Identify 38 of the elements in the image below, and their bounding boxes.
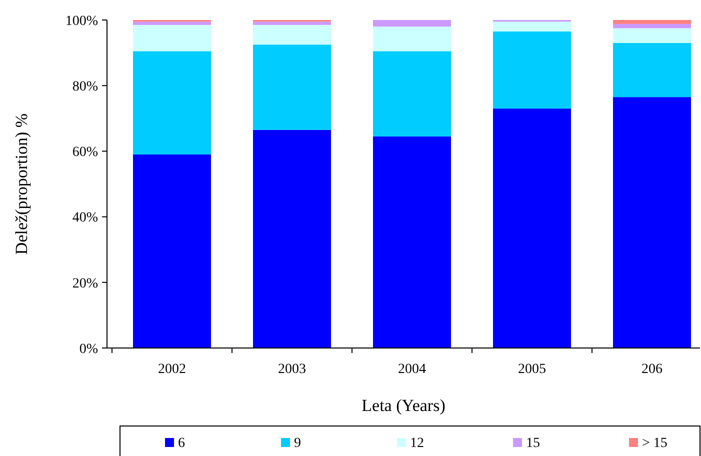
bar — [253, 22, 331, 25]
y-tick-label: 0% — [79, 342, 98, 357]
x-tick-label: 2004 — [398, 362, 426, 377]
bar — [373, 26, 451, 52]
bar — [493, 31, 571, 109]
bar — [613, 42, 691, 98]
bar — [613, 20, 691, 24]
y-tick-label: 100% — [65, 14, 98, 29]
bar — [613, 28, 691, 43]
bar — [133, 51, 211, 154]
bar — [253, 24, 331, 45]
y-tick-label: 60% — [72, 145, 98, 160]
y-axis-title: Delež(proportion) % — [12, 113, 31, 255]
bar — [253, 130, 331, 348]
bar — [133, 24, 211, 52]
legend-label: 9 — [294, 436, 301, 451]
bar — [133, 22, 211, 25]
bar — [373, 136, 451, 348]
x-tick-label: 2002 — [158, 362, 186, 377]
legend-label: 12 — [410, 436, 424, 451]
legend-label: 15 — [526, 436, 540, 451]
legend-label: > 15 — [642, 436, 668, 451]
y-tick-label: 80% — [72, 80, 98, 94]
x-tick-label: 2005 — [518, 362, 546, 377]
bar — [613, 24, 691, 28]
y-tick-label: 40% — [72, 210, 98, 226]
x-tick-label: 2003 — [278, 362, 306, 377]
x-axis-title: Leta (Years) — [362, 396, 446, 415]
bar — [373, 20, 451, 27]
bar — [253, 44, 331, 130]
bar — [493, 22, 571, 32]
legend-label: 6 — [178, 436, 185, 451]
bar — [373, 51, 451, 136]
x-tick-label: 206 — [642, 362, 662, 377]
bar — [133, 154, 211, 348]
bar — [613, 97, 691, 348]
bar — [493, 108, 571, 348]
y-tick-label: 20% — [72, 276, 98, 292]
